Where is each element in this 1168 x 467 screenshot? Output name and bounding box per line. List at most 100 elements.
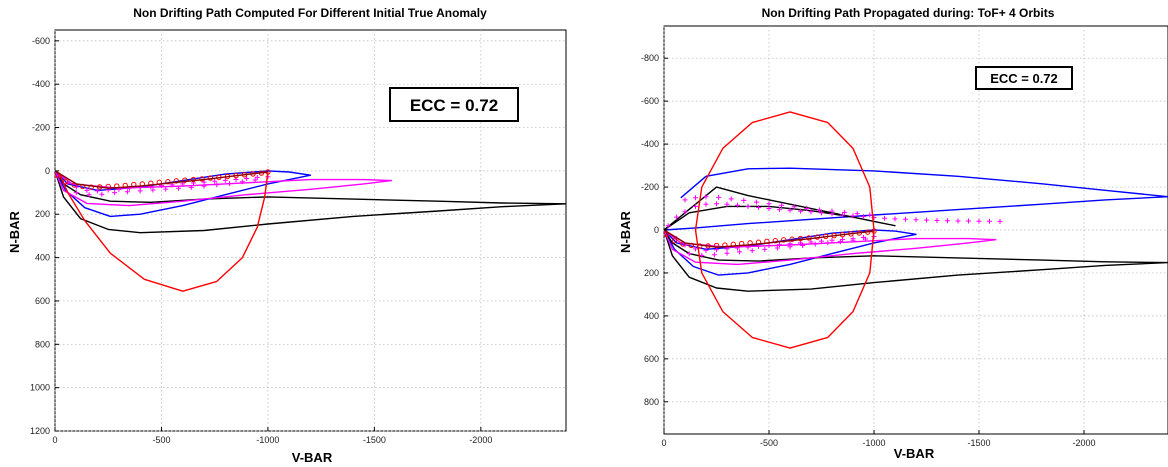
series-line-8 <box>694 111 875 349</box>
series-marker-3 <box>212 178 218 184</box>
y-axis-label: N-BAR <box>7 210 22 252</box>
chart-panel-left: Non Drifting Path Computed For Different… <box>0 0 580 467</box>
series-marker-5 <box>997 218 1003 224</box>
annotation-text: ECC = 0.72 <box>410 96 498 115</box>
series-marker-6 <box>671 238 678 244</box>
series-marker-5 <box>716 194 722 200</box>
series-marker-5 <box>829 237 835 243</box>
series-marker-5 <box>955 218 961 224</box>
series-marker-5 <box>882 215 887 221</box>
series-marker-3 <box>201 183 207 189</box>
series-marker-5 <box>711 252 717 258</box>
series-line-5 <box>55 170 268 189</box>
series-marker-5 <box>808 209 814 215</box>
series-marker-5 <box>819 210 824 216</box>
x-axis-label: V-BAR <box>292 450 333 465</box>
series-marker-3 <box>222 177 228 183</box>
series-marker-3 <box>95 188 101 194</box>
y-tick-label: 200 <box>35 209 50 219</box>
series-marker-5 <box>693 203 698 209</box>
series-marker-5 <box>724 250 730 256</box>
x-tick-label: -1000 <box>862 438 885 448</box>
series-marker-5 <box>863 236 869 242</box>
series-marker-5 <box>724 201 730 207</box>
series-marker-5 <box>714 201 719 207</box>
series-marker-4 <box>88 184 94 190</box>
series-marker-5 <box>724 246 730 252</box>
series-marker-5 <box>737 249 743 255</box>
series-marker-5 <box>800 242 806 248</box>
series-marker-5 <box>987 218 992 224</box>
series-marker-5 <box>966 218 971 224</box>
series-marker-5 <box>825 240 831 246</box>
chart-right: Non Drifting Path Propagated during: ToF… <box>618 6 1168 461</box>
series-marker-5 <box>686 251 692 257</box>
series-marker-5 <box>693 246 698 252</box>
series-marker-5 <box>756 204 761 210</box>
y-tick-label: -600 <box>32 36 50 46</box>
series-marker-3 <box>239 179 245 185</box>
y-tick-label: -600 <box>641 96 659 106</box>
series-marker-4 <box>182 177 188 183</box>
series-marker-5 <box>682 209 688 215</box>
series-marker-3 <box>227 180 233 186</box>
series-marker-3 <box>150 187 156 193</box>
series-marker-6 <box>781 237 787 243</box>
annotation-box <box>975 66 1073 90</box>
series-marker-5 <box>903 216 908 222</box>
series-marker-5 <box>703 194 709 200</box>
annotation-text: ECC = 0.72 <box>990 71 1058 86</box>
series-marker-5 <box>665 223 671 229</box>
series-marker-5 <box>766 206 772 212</box>
series-marker-3 <box>214 182 220 188</box>
series-line-3 <box>664 229 1168 292</box>
series-marker-5 <box>850 213 856 219</box>
x-tick-label: 0 <box>661 438 666 448</box>
series-marker-5 <box>808 239 814 245</box>
series-line-6 <box>58 171 269 292</box>
series-marker-5 <box>798 208 803 214</box>
series-marker-5 <box>774 245 780 251</box>
series-marker-5 <box>693 195 698 201</box>
series-marker-5 <box>791 204 797 210</box>
series-marker-5 <box>777 207 782 213</box>
x-tick-label: -500 <box>152 435 170 445</box>
series-marker-5 <box>787 207 793 213</box>
series-marker-5 <box>861 214 866 220</box>
series-marker-3 <box>163 186 169 192</box>
series-marker-3 <box>112 190 118 196</box>
series-marker-5 <box>804 206 810 212</box>
series-marker-5 <box>766 201 772 207</box>
annotation-box <box>389 87 519 122</box>
series-marker-3 <box>244 175 250 181</box>
x-tick-label: 0 <box>52 435 57 445</box>
series-marker-5 <box>787 244 793 250</box>
series-marker-5 <box>850 237 856 243</box>
series-marker-5 <box>840 212 845 218</box>
series-marker-6 <box>797 235 804 242</box>
chart-panel-right: Non Drifting Path Propagated during: ToF… <box>592 0 1168 467</box>
series-marker-3 <box>175 185 181 191</box>
y-tick-label: 1000 <box>30 383 50 393</box>
series-marker-5 <box>728 196 734 202</box>
series-line-2 <box>664 186 896 231</box>
x-tick-label: -2000 <box>1072 438 1095 448</box>
series-marker-5 <box>703 247 709 253</box>
series-marker-3 <box>188 184 194 190</box>
series-marker-5 <box>842 209 848 215</box>
series-marker-5 <box>829 208 835 214</box>
series-line-7 <box>664 229 875 248</box>
y-tick-label: -400 <box>641 139 659 149</box>
series-marker-5 <box>934 218 940 224</box>
series-marker-5 <box>703 201 709 207</box>
y-tick-label: 800 <box>35 339 50 349</box>
y-tick-label: -400 <box>32 79 50 89</box>
series-marker-6 <box>789 236 795 242</box>
y-tick-label: 400 <box>644 311 659 321</box>
series-marker-5 <box>753 199 759 205</box>
series-marker-3 <box>86 192 92 198</box>
series-marker-3 <box>84 187 90 193</box>
series-marker-5 <box>945 218 950 224</box>
series-marker-5 <box>745 203 751 209</box>
series-line-0 <box>664 167 1168 231</box>
